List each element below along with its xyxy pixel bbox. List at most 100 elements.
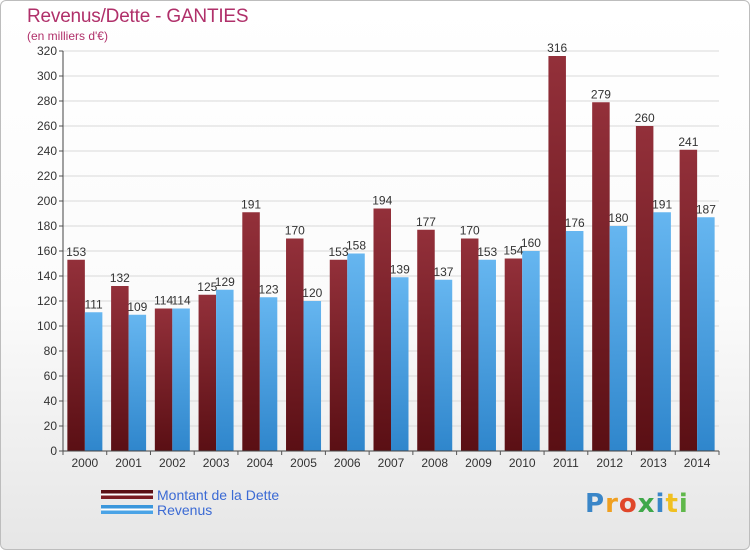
logo-letter: o: [618, 489, 638, 519]
bar-revenus: [172, 308, 190, 451]
bar-revenus: [391, 277, 409, 451]
data-label: 158: [346, 239, 366, 253]
bar-dette: [329, 259, 348, 451]
bar-revenus: [216, 289, 234, 451]
x-tick-label: 2002: [159, 456, 186, 470]
bar-dette: [373, 208, 391, 451]
y-tick-label: 140: [37, 269, 57, 283]
logo-letter: i: [678, 489, 689, 519]
data-label: 316: [547, 41, 567, 55]
bar-dette: [111, 286, 129, 451]
y-tick-label: 160: [37, 244, 57, 258]
data-label: 160: [521, 236, 541, 250]
data-label: 129: [215, 275, 235, 289]
bar-revenus: [697, 217, 715, 451]
bar-dette: [679, 149, 698, 451]
legend-swatch-revenus: [101, 505, 153, 514]
x-tick-label: 2011: [553, 456, 579, 470]
bar-dette: [198, 294, 217, 451]
x-tick-label: 2003: [203, 456, 230, 470]
data-label: 137: [433, 265, 453, 279]
proxiti-logo: Proxiti: [585, 489, 689, 519]
bar-revenus: [303, 301, 322, 451]
y-tick-label: 280: [37, 94, 57, 108]
y-tick-label: 300: [37, 69, 57, 83]
bar-dette: [242, 212, 260, 451]
x-tick-label: 2012: [596, 456, 623, 470]
x-tick-label: 2000: [72, 456, 99, 470]
x-tick-label: 2008: [421, 456, 448, 470]
data-label: 260: [635, 111, 655, 125]
bar-dette: [460, 238, 479, 451]
logo-letter: r: [605, 489, 619, 519]
x-tick-label: 2005: [290, 456, 317, 470]
data-label: 241: [678, 135, 698, 149]
x-tick-label: 2010: [509, 456, 536, 470]
bar-dette: [286, 238, 304, 451]
x-tick-label: 2009: [465, 456, 492, 470]
bar-dette: [635, 126, 654, 451]
legend-label-dette: Montant de la Dette: [157, 486, 280, 503]
legend-label-revenus: Revenus: [157, 501, 213, 518]
data-label: 109: [127, 300, 147, 314]
data-label: 132: [110, 271, 130, 285]
bar-dette: [548, 56, 566, 451]
bar-revenus: [609, 226, 628, 451]
logo-letter: P: [585, 489, 606, 519]
x-tick-label: 2013: [640, 456, 667, 470]
chart-legend: Montant de la Dette Revenus: [101, 486, 280, 518]
data-label: 123: [259, 282, 279, 296]
bar-revenus: [434, 279, 453, 451]
chart-title: Revenus/Dette - GANTIES: [27, 6, 249, 27]
bar-revenus: [653, 212, 671, 451]
y-tick-label: 0: [50, 444, 57, 458]
logo-letter: i: [655, 489, 666, 519]
y-tick-label: 120: [37, 294, 57, 308]
y-tick-label: 60: [44, 369, 58, 383]
y-tick-label: 100: [37, 319, 57, 333]
y-tick-label: 260: [37, 119, 57, 133]
data-label: 114: [154, 294, 173, 308]
x-tick-label: 2014: [684, 456, 711, 470]
y-tick-label: 20: [44, 419, 58, 433]
bar-dette: [504, 258, 523, 451]
data-label: 170: [285, 224, 305, 238]
data-label: 114: [172, 294, 191, 308]
data-label: 120: [302, 286, 322, 300]
data-label: 153: [329, 245, 349, 259]
data-label: 191: [652, 197, 672, 211]
x-tick-label: 2004: [246, 456, 273, 470]
data-label: 176: [565, 216, 585, 230]
x-tick-label: 2001: [115, 456, 142, 470]
legend-item-revenus: Revenus: [101, 501, 279, 518]
data-label: 154: [503, 244, 523, 258]
bar-revenus: [565, 231, 584, 451]
data-label: 191: [241, 197, 261, 211]
x-tick-label: 2006: [334, 456, 361, 470]
data-label: 153: [66, 245, 86, 259]
data-label: 111: [84, 297, 103, 311]
data-label: 170: [460, 224, 480, 238]
data-label: 194: [372, 194, 392, 208]
legend-item-dette: Montant de la Dette: [101, 486, 280, 503]
bar-dette: [67, 259, 85, 451]
x-tick-label: 2007: [378, 456, 405, 470]
bar-revenus: [259, 297, 278, 451]
bar-revenus: [84, 312, 103, 451]
y-tick-label: 80: [44, 344, 58, 358]
bar-revenus: [522, 251, 540, 451]
bar-revenus: [478, 259, 496, 451]
bar-revenus: [347, 253, 365, 451]
data-label: 153: [477, 245, 497, 259]
logo-letter: x: [637, 489, 656, 519]
y-tick-label: 220: [37, 169, 57, 183]
data-label: 177: [416, 215, 436, 229]
y-tick-label: 40: [44, 394, 58, 408]
data-label: 187: [696, 202, 716, 216]
legend-swatch-dette: [101, 490, 153, 499]
bar-revenus: [128, 314, 147, 451]
y-tick-label: 180: [37, 219, 57, 233]
y-tick-label: 200: [37, 194, 57, 208]
